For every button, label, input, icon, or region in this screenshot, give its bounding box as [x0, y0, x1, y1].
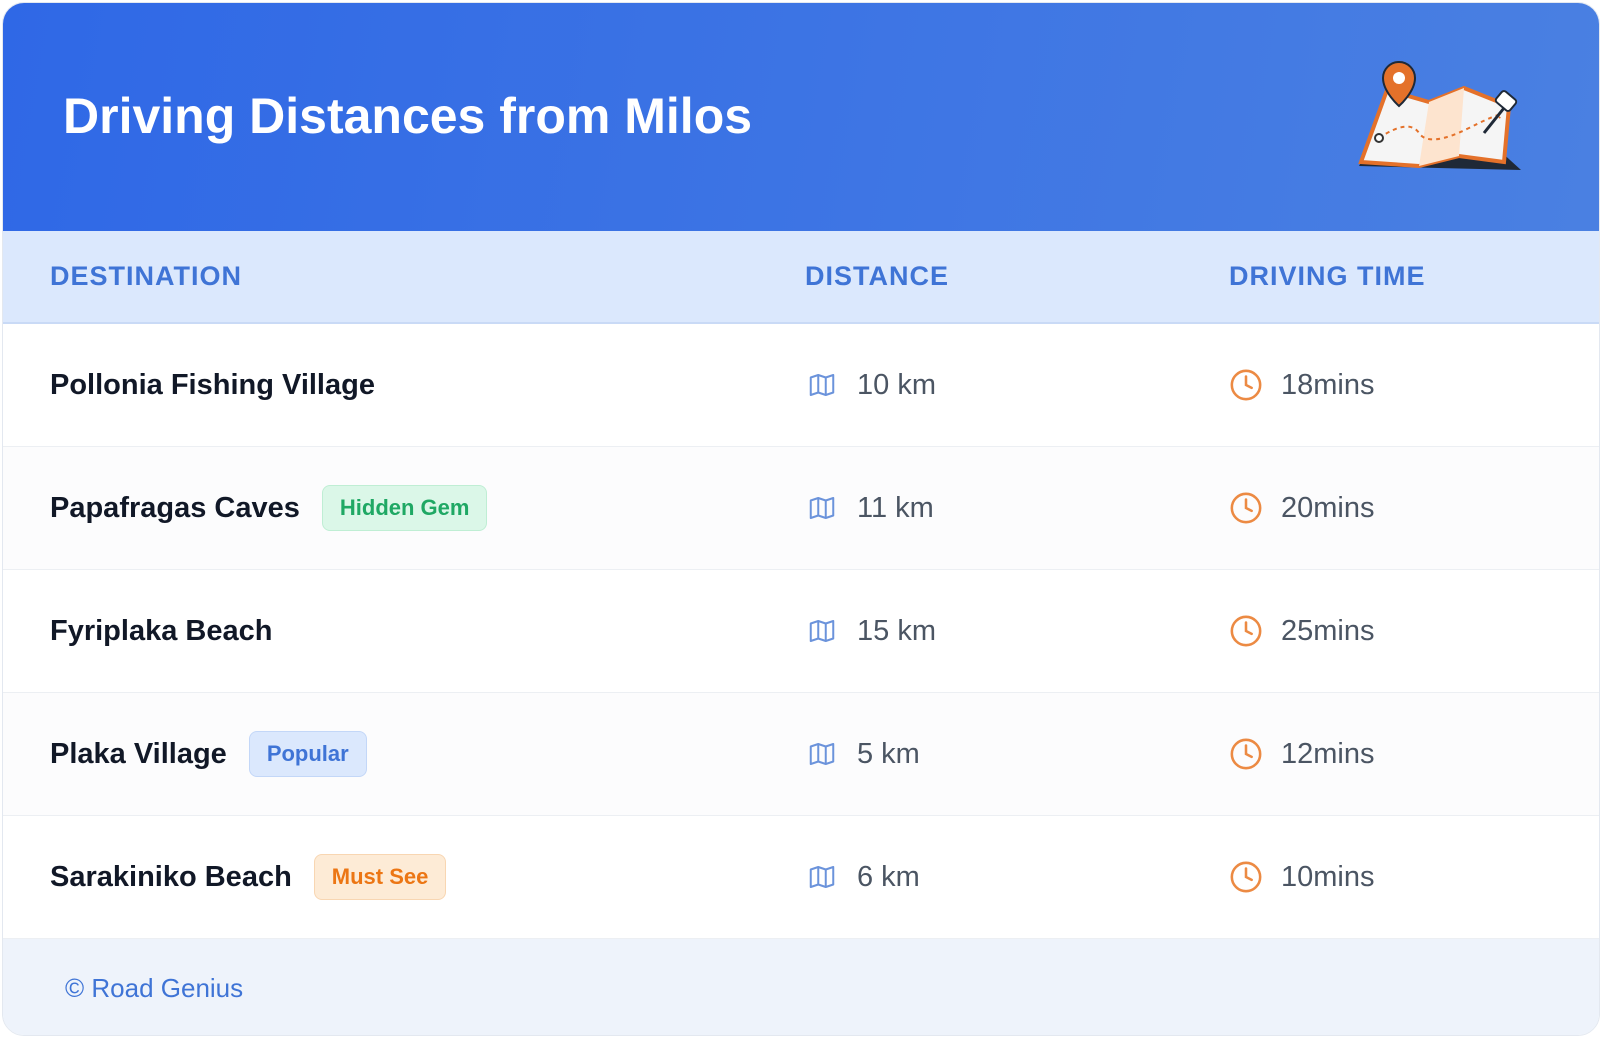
distance-cell: 6 km	[805, 861, 920, 894]
title: Driving Distances from Milos	[63, 88, 753, 144]
destination: Sarakiniko Beach	[50, 860, 292, 893]
time-cell: 25mins	[1229, 614, 1375, 648]
destination: Pollonia Fishing Village	[50, 368, 375, 401]
map-icon	[809, 866, 835, 888]
table-row: Pollonia Fishing Village 10 km 18mins	[3, 324, 1599, 447]
distance-cell: 5 km	[805, 738, 920, 771]
distance-cell: 15 km	[805, 615, 936, 648]
distance-cell: 11 km	[805, 492, 934, 525]
driving-time: 12mins	[1281, 737, 1375, 770]
header: Driving Distances from Milos	[3, 3, 1599, 231]
destination-cell: Pollonia Fishing Village	[50, 369, 375, 402]
column-label: DISTANCE	[805, 261, 950, 291]
distance: 6 km	[857, 860, 920, 893]
time-cell: 12mins	[1229, 737, 1375, 771]
destination-cell: Papafragas Caves Hidden Gem	[50, 485, 488, 531]
clock-icon	[1230, 492, 1262, 524]
table-row: Papafragas Caves Hidden Gem 11 km 20mins	[3, 447, 1599, 570]
distance: 11 km	[857, 491, 934, 524]
map-icon	[809, 743, 835, 765]
distance: 10 km	[857, 368, 936, 401]
badge: Hidden Gem	[321, 485, 488, 531]
clock-icon	[1230, 738, 1262, 770]
driving-time: 10mins	[1281, 860, 1375, 893]
map-icon	[809, 497, 835, 519]
rows: Pollonia Fishing Village 10 km 18mins Papaf…	[3, 324, 1599, 939]
driving-time: 25mins	[1281, 614, 1375, 647]
time-cell: 10mins	[1229, 860, 1375, 894]
destination-cell: Sarakiniko Beach Must See	[50, 854, 447, 900]
table-row: Sarakiniko Beach Must See 6 km 10mins	[3, 816, 1599, 939]
map-illustration	[1358, 60, 1521, 170]
footer-text: © Road Genius	[65, 973, 244, 1003]
distance-cell: 10 km	[805, 369, 936, 402]
map-icon	[809, 620, 835, 642]
column-label: DRIVING TIME	[1229, 261, 1426, 291]
destination-cell: Plaka Village Popular	[50, 731, 367, 777]
driving-time: 20mins	[1281, 491, 1375, 524]
time-cell: 20mins	[1229, 491, 1375, 525]
column-header: DESTINATION DISTANCE DRIVING TIME	[3, 231, 1599, 324]
column-label: DESTINATION	[50, 261, 242, 291]
driving-time: 18mins	[1281, 368, 1375, 401]
time-cell: 18mins	[1229, 368, 1375, 402]
badge: Must See	[313, 854, 447, 900]
table-row: Fyriplaka Beach 15 km 25mins	[3, 570, 1599, 693]
distance: 15 km	[857, 614, 936, 647]
destination: Plaka Village	[50, 737, 227, 770]
clock-icon	[1230, 369, 1262, 401]
map-icon	[809, 374, 835, 396]
destination: Papafragas Caves	[50, 491, 300, 524]
clock-icon	[1230, 615, 1262, 647]
badge: Popular	[248, 731, 367, 777]
clock-icon	[1230, 861, 1262, 893]
table-row: Plaka Village Popular 5 km 12mins	[3, 693, 1599, 816]
footer: © Road Genius	[3, 939, 1599, 1035]
distance: 5 km	[857, 737, 920, 770]
destination-cell: Fyriplaka Beach	[50, 615, 272, 648]
destination: Fyriplaka Beach	[50, 614, 273, 647]
